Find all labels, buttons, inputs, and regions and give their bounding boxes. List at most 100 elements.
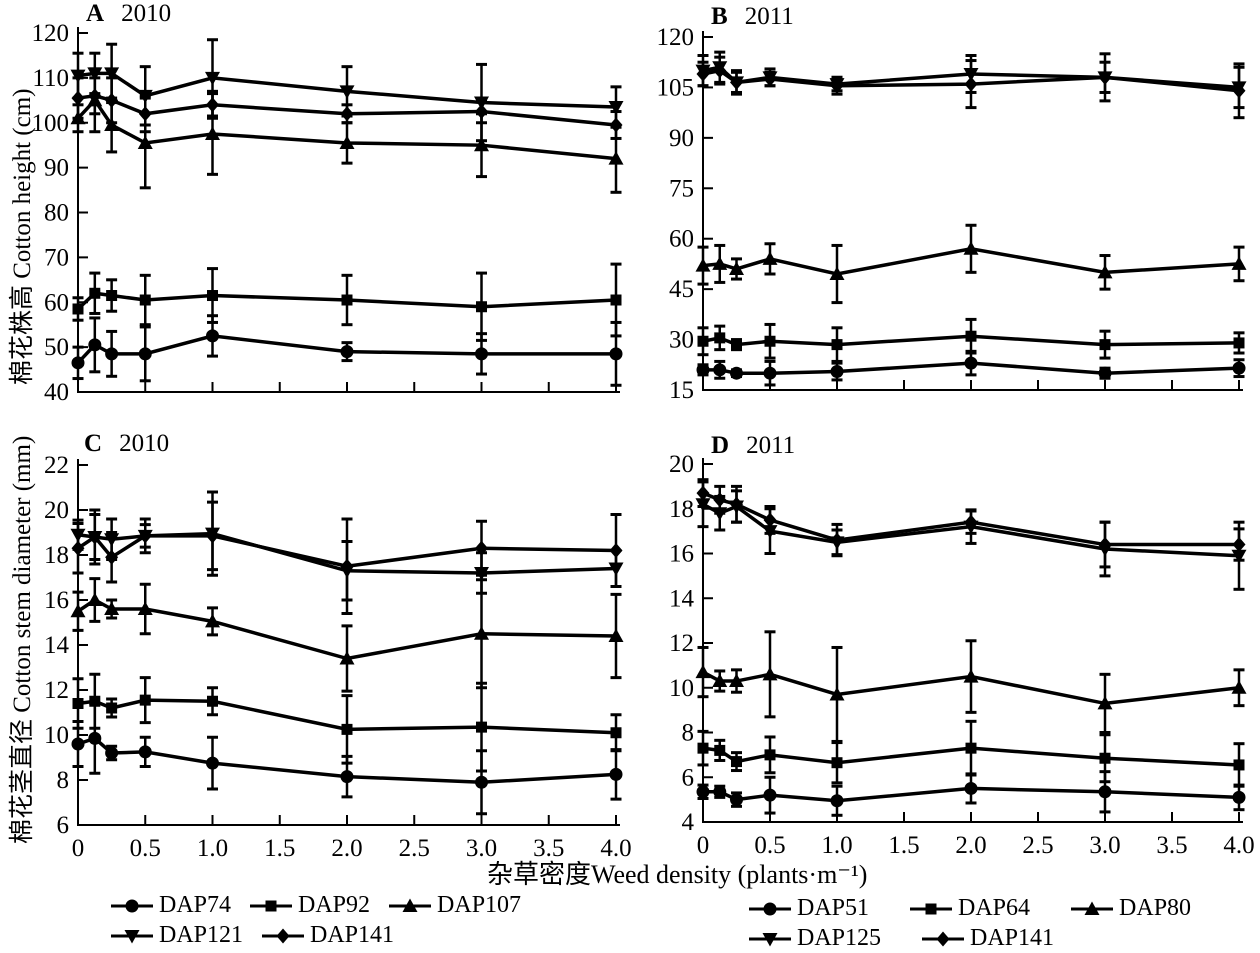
triangle-down-marker-icon bbox=[111, 929, 153, 943]
legend-item-dap125: DAP125 bbox=[748, 925, 881, 952]
svg-text:2.0: 2.0 bbox=[955, 832, 986, 859]
svg-text:45: 45 bbox=[669, 276, 694, 303]
legend-item-dap51: DAP51 bbox=[748, 895, 869, 922]
svg-text:18: 18 bbox=[44, 542, 69, 569]
legend-right: DAP51 DAP64 DAP80 DAP125 DAP141 bbox=[748, 895, 1191, 952]
legend-row: DAP74 DAP92 DAP107 bbox=[110, 892, 521, 919]
panel-d-letter: D bbox=[711, 432, 730, 459]
panel-a-title: A 2010 bbox=[86, 0, 171, 28]
legend-label: DAP141 bbox=[970, 925, 1055, 951]
legend-label: DAP125 bbox=[797, 925, 882, 951]
svg-text:16: 16 bbox=[44, 587, 69, 614]
legend-label: DAP64 bbox=[958, 895, 1031, 921]
legend-row: DAP121 DAP141 bbox=[110, 922, 521, 949]
series-dap107 bbox=[70, 577, 624, 693]
series-dap141 bbox=[71, 500, 623, 615]
series-dap92 bbox=[72, 672, 622, 773]
svg-text:8: 8 bbox=[57, 767, 70, 794]
triangle-up-marker-icon bbox=[389, 898, 432, 912]
x-axis-label: 杂草密度Weed density (plants·m⁻¹) bbox=[487, 860, 868, 889]
legend-label: DAP74 bbox=[159, 892, 232, 918]
svg-text:10: 10 bbox=[669, 675, 694, 702]
svg-text:6: 6 bbox=[57, 812, 70, 839]
diamond-marker-icon bbox=[922, 931, 965, 946]
svg-text:4.0: 4.0 bbox=[1223, 832, 1254, 859]
svg-text:75: 75 bbox=[669, 175, 694, 202]
svg-text:20: 20 bbox=[44, 497, 69, 524]
svg-text:15: 15 bbox=[669, 377, 694, 404]
panel-d-chart: 4 6 8 10 12 14 16 18 20 0 0.5 1.0 1.5 2.0 2.5 3.0 3.5 4.0 bbox=[669, 451, 1255, 859]
legend-item-dap107: DAP107 bbox=[388, 892, 521, 919]
legend-item-dap74: DAP74 bbox=[110, 892, 231, 919]
series-dap51 bbox=[696, 770, 1246, 817]
series-dap141 bbox=[696, 478, 1246, 569]
legend-label: DAP92 bbox=[298, 892, 371, 918]
square-marker-icon bbox=[250, 900, 293, 911]
legend-label: DAP141 bbox=[310, 922, 395, 948]
series-dap125 bbox=[695, 480, 1247, 591]
svg-text:18: 18 bbox=[669, 496, 694, 523]
svg-text:1.0: 1.0 bbox=[821, 832, 852, 859]
series-dap51 bbox=[696, 349, 1246, 387]
svg-text:2.5: 2.5 bbox=[399, 835, 430, 862]
svg-text:90: 90 bbox=[669, 125, 694, 152]
legend-left: DAP74 DAP92 DAP107 DAP121 DAP141 bbox=[110, 892, 521, 949]
legend-label: DAP121 bbox=[159, 922, 244, 948]
series-dap141 bbox=[696, 55, 1246, 120]
svg-text:20: 20 bbox=[669, 451, 694, 478]
svg-text:110: 110 bbox=[32, 65, 69, 92]
svg-text:120: 120 bbox=[657, 24, 695, 51]
svg-text:8: 8 bbox=[682, 720, 695, 747]
y-axis-label-cotton-height: 棉花株高 Cotton height (cm) bbox=[9, 88, 36, 386]
diamond-marker-icon bbox=[262, 928, 305, 943]
panel-a-chart: 40 50 60 70 80 90 100 110 120 bbox=[32, 20, 624, 406]
panel-b-chart: 15 30 45 60 75 90 105 120 bbox=[657, 24, 1247, 404]
legend-label: DAP51 bbox=[797, 895, 870, 921]
svg-text:6: 6 bbox=[682, 764, 695, 791]
series-dap74 bbox=[71, 314, 623, 387]
panel-d-title: D 2011 bbox=[711, 432, 795, 460]
svg-text:1.0: 1.0 bbox=[197, 835, 228, 862]
svg-text:60: 60 bbox=[44, 289, 69, 316]
svg-text:100: 100 bbox=[32, 110, 70, 137]
panel-c-title: C 2010 bbox=[84, 430, 169, 458]
series-dap80 bbox=[695, 223, 1247, 305]
svg-text:3.0: 3.0 bbox=[466, 835, 497, 862]
panel-b-title: B 2011 bbox=[711, 3, 794, 31]
svg-text:12: 12 bbox=[669, 630, 694, 657]
svg-text:3.5: 3.5 bbox=[1156, 832, 1187, 859]
svg-text:0: 0 bbox=[697, 832, 710, 859]
triangle-down-marker-icon bbox=[749, 932, 791, 946]
svg-text:2.0: 2.0 bbox=[331, 835, 362, 862]
svg-text:12: 12 bbox=[44, 677, 69, 704]
series-dap92 bbox=[72, 262, 622, 342]
legend-item-dap80: DAP80 bbox=[1070, 895, 1191, 922]
svg-text:2.5: 2.5 bbox=[1022, 832, 1053, 859]
svg-text:1.5: 1.5 bbox=[888, 832, 919, 859]
svg-text:3.0: 3.0 bbox=[1089, 832, 1120, 859]
svg-text:70: 70 bbox=[44, 244, 69, 271]
legend-item-dap141: DAP141 bbox=[261, 922, 394, 949]
svg-text:4.0: 4.0 bbox=[600, 835, 631, 862]
svg-text:16: 16 bbox=[669, 541, 694, 568]
triangle-up-marker-icon bbox=[1071, 901, 1114, 915]
svg-text:105: 105 bbox=[657, 74, 695, 101]
svg-text:90: 90 bbox=[44, 155, 69, 182]
panel-d-year: 2011 bbox=[746, 432, 796, 459]
panel-c-chart: 6 8 10 12 14 16 18 20 22 0 0.5 1.0 1.5 2.0 2.5 3.0 3.5 4.… bbox=[44, 452, 632, 862]
square-marker-icon bbox=[910, 903, 953, 914]
series-dap64 bbox=[697, 317, 1245, 363]
panel-b-letter: B bbox=[711, 3, 728, 30]
panel-c-letter: C bbox=[84, 430, 103, 457]
legend-label: DAP80 bbox=[1119, 895, 1192, 921]
y-axis-label-stem-diameter: 棉花茎直径 Cotton stem diameter (mm) bbox=[9, 435, 36, 844]
svg-text:50: 50 bbox=[44, 334, 69, 361]
svg-text:14: 14 bbox=[669, 585, 695, 612]
svg-text:1.5: 1.5 bbox=[264, 835, 295, 862]
svg-text:0.5: 0.5 bbox=[754, 832, 785, 859]
legend-row: DAP51 DAP64 DAP80 bbox=[748, 895, 1191, 922]
svg-text:80: 80 bbox=[44, 200, 69, 227]
svg-text:30: 30 bbox=[669, 327, 694, 354]
legend-label: DAP107 bbox=[437, 892, 522, 918]
